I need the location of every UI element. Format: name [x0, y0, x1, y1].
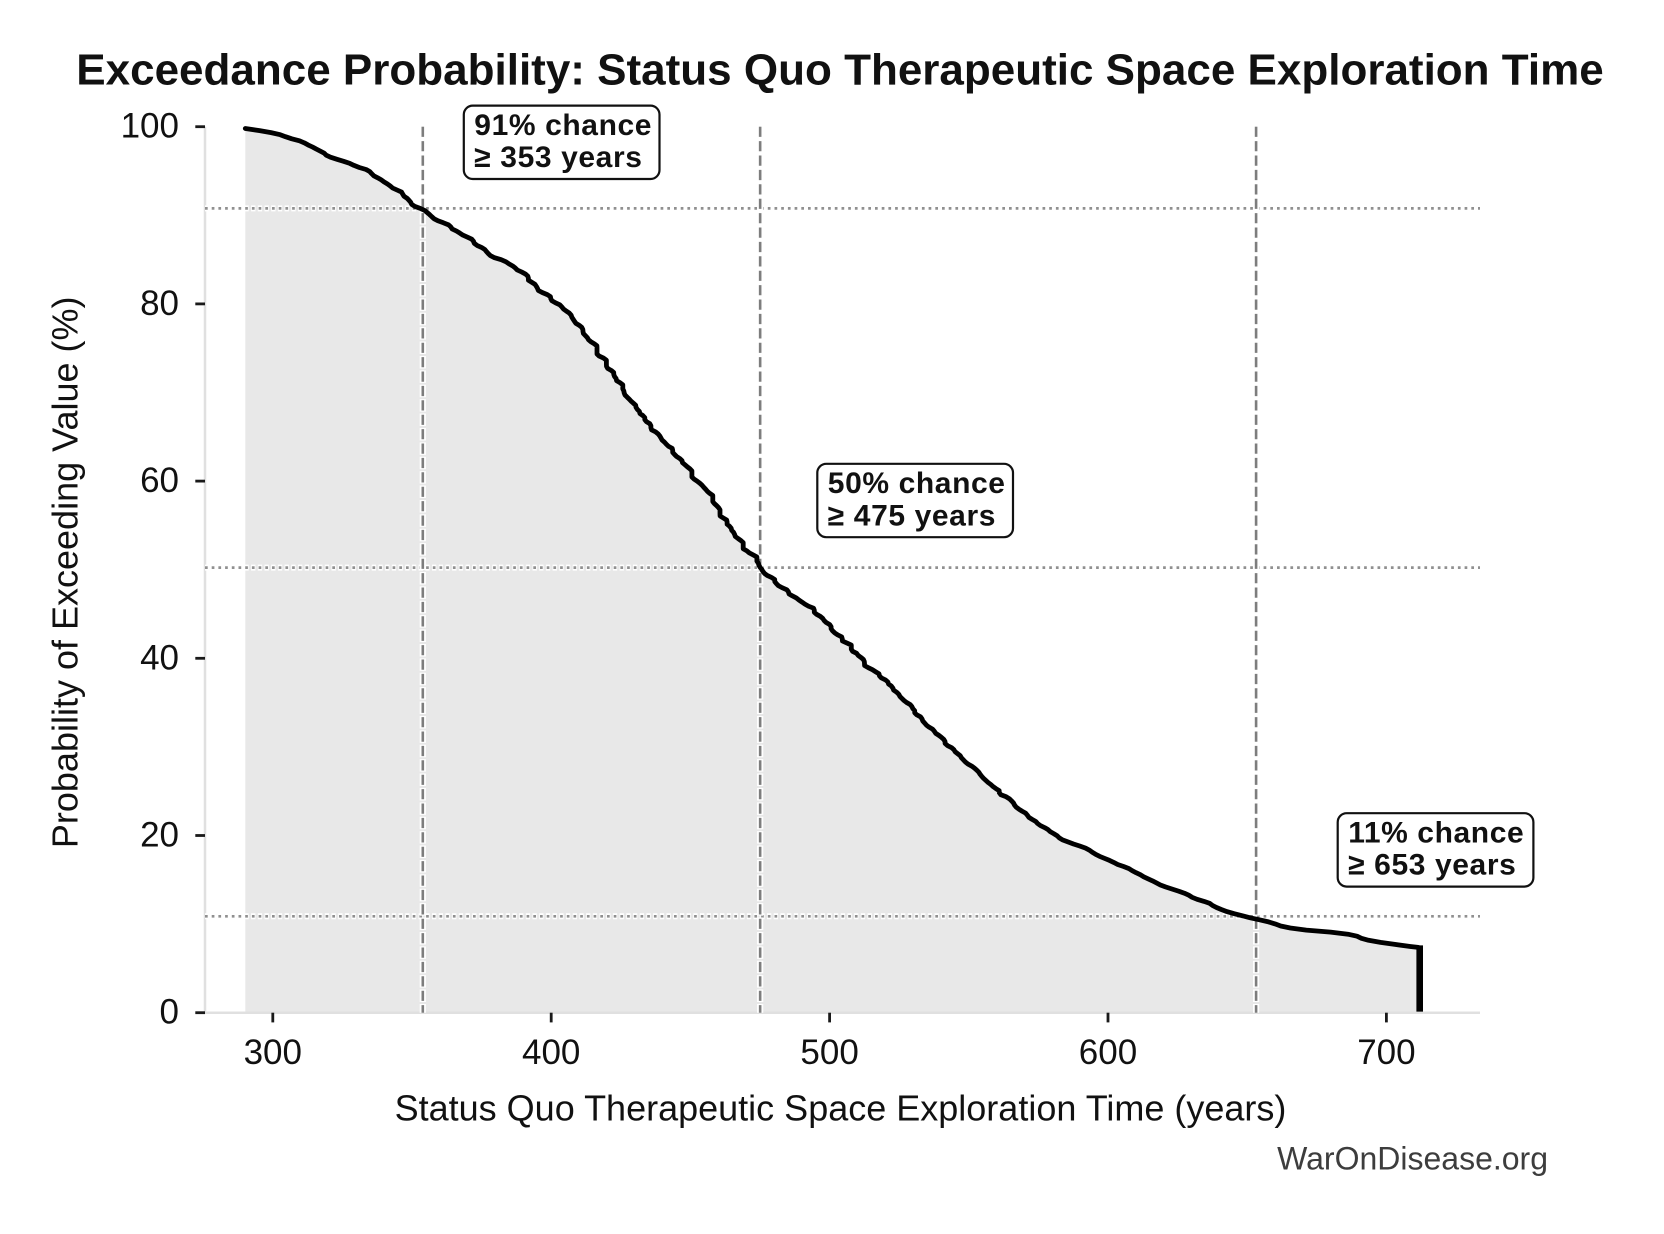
svg-text:≥ 653 years: ≥ 653 years	[1348, 849, 1516, 882]
svg-text:Status Quo Therapeutic Space E: Status Quo Therapeutic Space Exploration…	[395, 1088, 1287, 1129]
svg-text:Probability of Exceeding Value: Probability of Exceeding Value (%)	[45, 296, 86, 848]
svg-text:11% chance: 11% chance	[1348, 817, 1524, 850]
svg-text:300: 300	[244, 1033, 302, 1072]
svg-text:0: 0	[160, 993, 179, 1032]
svg-text:40: 40	[140, 638, 179, 677]
svg-text:50% chance: 50% chance	[828, 467, 1006, 500]
svg-text:600: 600	[1079, 1033, 1137, 1072]
svg-text:91% chance: 91% chance	[474, 109, 652, 142]
svg-text:500: 500	[800, 1033, 858, 1072]
svg-text:≥ 353 years: ≥ 353 years	[474, 141, 642, 174]
svg-text:100: 100	[121, 107, 179, 146]
svg-text:700: 700	[1357, 1033, 1415, 1072]
svg-text:60: 60	[140, 461, 179, 500]
svg-text:WarOnDisease.org: WarOnDisease.org	[1277, 1141, 1548, 1177]
svg-text:20: 20	[140, 816, 179, 855]
svg-text:Exceedance Probability: Status: Exceedance Probability: Status Quo Thera…	[76, 46, 1603, 95]
svg-text:400: 400	[522, 1033, 580, 1072]
svg-text:80: 80	[140, 284, 179, 323]
svg-text:≥ 475 years: ≥ 475 years	[828, 499, 996, 532]
